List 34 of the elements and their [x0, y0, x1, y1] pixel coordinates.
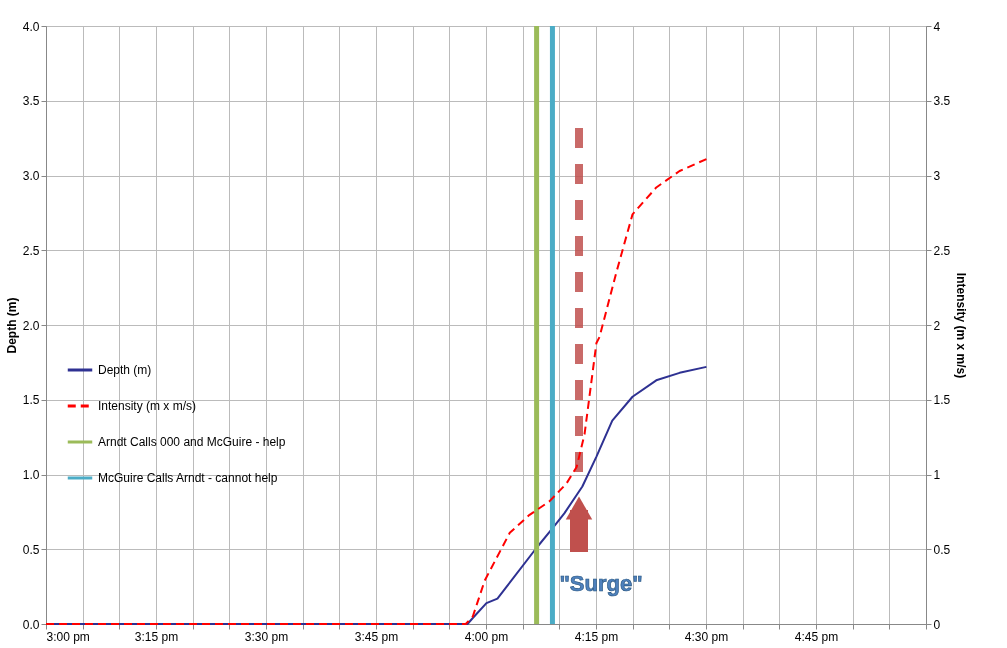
y-tick-label: 3.5	[22, 94, 40, 109]
y2-axis-title: Intensity (m x m/s)	[954, 272, 969, 379]
y2-tick-label: 4	[933, 19, 941, 34]
x-tick-label: 3:15 pm	[134, 629, 179, 644]
annotation: "Surge"	[559, 571, 643, 596]
y-tick-label: 1.5	[22, 393, 40, 408]
y2-tick-label: 0.5	[933, 542, 951, 557]
x-tick-label: 3:30 pm	[244, 629, 289, 644]
x-tick-label: 4:30 pm	[684, 629, 729, 644]
line-series	[45, 158, 708, 625]
legend-label: Intensity (m x m/s)	[98, 399, 197, 413]
y2-tick-label: 1.5	[933, 393, 951, 408]
y2-tick-label: 0	[933, 617, 941, 632]
y-axis-title: Depth (m)	[4, 297, 19, 354]
x-tick-label: 3:45 pm	[354, 629, 399, 644]
legend-label: Depth (m)	[98, 363, 152, 377]
y-tick-label: 1.0	[22, 468, 40, 482]
y2-tick-label: 2	[933, 318, 941, 333]
y-tick-label: 0.0	[22, 617, 40, 632]
y-tick-label: 2.5	[22, 243, 40, 258]
y2-tick-label: 3	[933, 169, 941, 183]
y-tick-label: 4.0	[22, 19, 40, 34]
y2-tick-label: 3.5	[933, 94, 951, 109]
x-tick-label: 4:00 pm	[464, 629, 509, 644]
x-tick-label: 4:15 pm	[574, 629, 619, 644]
y-tick-label: 2.0	[22, 318, 40, 333]
legend-label: Arndt Calls 000 and McGuire - help	[98, 435, 286, 449]
y-tick-label: 0.5	[22, 542, 40, 557]
y-tick-label: 3.0	[22, 169, 40, 183]
y2-tick-label: 2.5	[933, 243, 951, 258]
x-tick-label: 3:00 pm	[46, 629, 90, 644]
x-tick-label: 4:45 pm	[794, 629, 839, 644]
y2-tick-label: 1	[933, 468, 941, 482]
legend-label: McGuire Calls Arndt - cannot help	[98, 471, 278, 485]
